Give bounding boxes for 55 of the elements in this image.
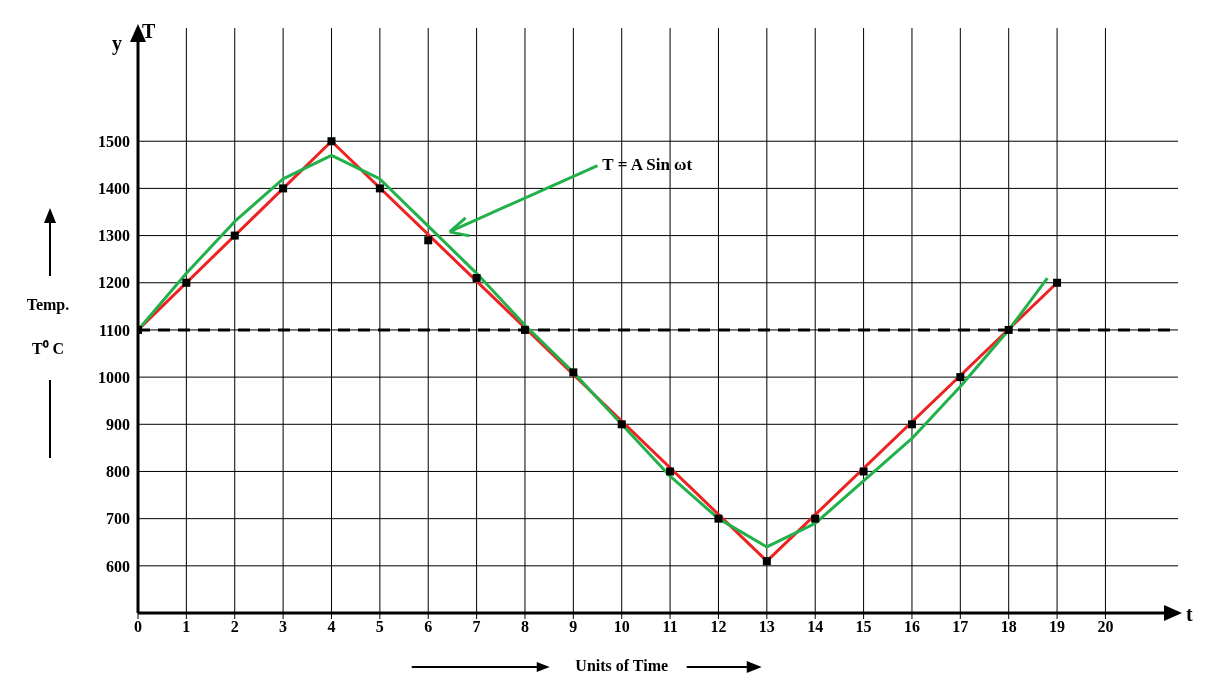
x-tick-label: 11 — [662, 618, 678, 636]
point — [617, 420, 626, 429]
point — [182, 278, 191, 287]
point — [666, 467, 675, 476]
point — [956, 373, 965, 382]
x-tick-label: 0 — [134, 618, 142, 636]
point — [1053, 278, 1062, 287]
x-tick-label: 20 — [1097, 618, 1114, 636]
x-tick-label: 8 — [520, 618, 529, 636]
x-tick-label: 17 — [952, 618, 969, 636]
y-tick-label: 700 — [106, 510, 130, 528]
x-tick-label: 5 — [375, 618, 384, 636]
text: Temp. T⁰ C — [26, 296, 70, 357]
x-tick-label: 2 — [230, 618, 239, 636]
point — [230, 231, 239, 240]
point — [762, 557, 771, 566]
x-tick-label: 16 — [903, 618, 920, 636]
point — [279, 184, 288, 193]
y-tick-label: 1500 — [98, 132, 130, 150]
x-tick-label: 1 — [182, 618, 191, 636]
text: t — [1186, 603, 1193, 625]
point — [811, 514, 820, 523]
point — [327, 137, 336, 146]
y-tick-label: 1300 — [98, 227, 130, 245]
point — [859, 467, 868, 476]
x-axis-title: Units of Time — [574, 657, 670, 675]
x-tick-label: 13 — [758, 618, 775, 636]
y-tick-label: 1000 — [98, 368, 130, 386]
x-tick-label: 12 — [710, 618, 727, 636]
point — [1004, 325, 1013, 334]
point — [520, 325, 529, 334]
x-tick-label: 9 — [569, 618, 578, 636]
x-tick-label: 18 — [1000, 618, 1017, 636]
x-tick-label: 6 — [424, 618, 433, 636]
y-tick-label: 900 — [106, 415, 130, 433]
point — [424, 236, 433, 245]
x-tick-label: 19 — [1049, 618, 1066, 636]
y-tick-label: 1100 — [98, 321, 130, 339]
y-tick-label: 600 — [106, 557, 130, 575]
x-tick-label: 10 — [613, 618, 630, 636]
point — [907, 420, 916, 429]
x-tick-label: 14 — [807, 618, 824, 636]
text: y — [112, 32, 122, 55]
x-tick-label: 15 — [855, 618, 872, 636]
y-tick-label: 1400 — [98, 180, 130, 198]
point — [569, 368, 578, 377]
x-tick-label: 3 — [279, 618, 288, 636]
point — [472, 274, 481, 283]
y-tick-label: 1200 — [98, 274, 130, 292]
x-tick-label: 4 — [327, 618, 336, 636]
point — [375, 184, 384, 193]
point — [714, 514, 723, 523]
y-tick-label: 800 — [106, 463, 130, 481]
annotation: T — [142, 20, 156, 42]
x-tick-label: 7 — [472, 618, 481, 636]
